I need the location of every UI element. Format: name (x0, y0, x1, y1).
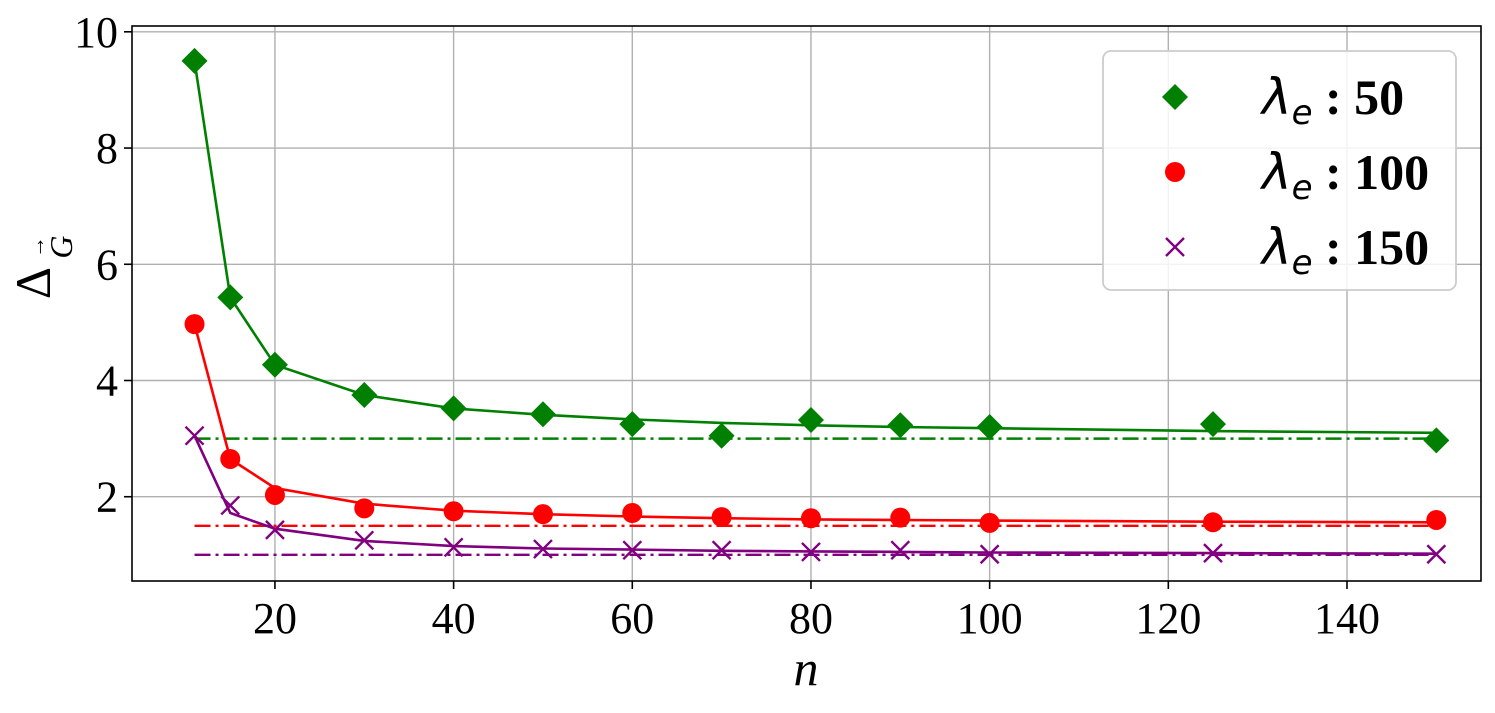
data-point (354, 498, 375, 519)
data-point (1203, 543, 1223, 563)
y-tick-label: 2 (96, 473, 118, 522)
y-axis-label-main: Δ (5, 267, 61, 299)
data-point (440, 395, 467, 422)
data-point (184, 425, 205, 446)
plot-frame (131, 25, 1482, 582)
data-point (711, 540, 732, 561)
x-tick-label: 20 (253, 594, 297, 643)
data-point (622, 503, 643, 524)
data-point (264, 484, 285, 505)
data-point (890, 540, 911, 561)
data-point (1199, 411, 1226, 438)
data-point (529, 401, 556, 428)
y-tick-label: 6 (96, 240, 118, 289)
x-tick-label: 140 (1314, 594, 1380, 643)
data-point (619, 411, 646, 438)
data-point (351, 382, 378, 409)
data-point (533, 539, 553, 559)
legend-entry: λe : 50 (1162, 68, 1404, 133)
x-tick-label: 40 (432, 594, 476, 643)
data-point (220, 495, 241, 516)
data-point (711, 507, 732, 528)
data-point (1426, 509, 1447, 530)
legend-label: λe : 100 (1259, 143, 1429, 208)
data-point (184, 314, 205, 335)
data-point (622, 540, 643, 561)
data-point (181, 47, 208, 74)
data-point (1426, 544, 1447, 565)
x-tick-label: 100 (957, 594, 1023, 643)
legend-marker (1162, 84, 1188, 110)
x-axis-label: n (794, 640, 819, 696)
data-point (532, 504, 553, 525)
y-tick-label: 4 (96, 357, 118, 406)
data-point (890, 507, 911, 528)
legend-entry: λe : 100 (1165, 143, 1429, 208)
data-point (979, 512, 1000, 533)
data-point (800, 508, 821, 529)
data-point (797, 407, 824, 434)
data-point (220, 448, 241, 469)
y-axis-label-accent: → (24, 236, 49, 258)
x-tick-label: 80 (789, 594, 833, 643)
legend-box (1102, 50, 1457, 291)
x-tick-label: 120 (1135, 594, 1201, 643)
data-point (443, 501, 464, 522)
y-axis-label-sub: G (43, 235, 79, 258)
legend-label: λe : 150 (1259, 218, 1429, 283)
legend: λe : 50 λe : 100 λe : 150 (1102, 50, 1457, 291)
data-point (265, 520, 285, 540)
data-point (354, 530, 375, 551)
data-point (708, 422, 735, 449)
data-point (1202, 512, 1223, 533)
data-markers (181, 47, 1450, 565)
legend-label: λe : 50 (1259, 68, 1404, 133)
legend-entry: λe : 150 (1165, 218, 1429, 283)
data-point (976, 413, 1003, 440)
data-point (261, 351, 288, 378)
x-tick-label: 60 (610, 594, 654, 643)
data-point (979, 544, 1000, 565)
legend-marker (1165, 237, 1185, 257)
data-point (887, 412, 914, 439)
axis-ticks: 20 40 60 80 100 120 140 2 4 6 8 10 (74, 8, 1380, 643)
y-tick-label: 10 (74, 8, 118, 57)
y-axis-label: Δ G → (5, 235, 79, 299)
legend-marker (1165, 162, 1185, 182)
data-point (1423, 427, 1450, 454)
data-point (217, 284, 244, 311)
data-point (801, 542, 821, 562)
y-tick-label: 8 (96, 124, 118, 173)
data-point (443, 537, 464, 558)
